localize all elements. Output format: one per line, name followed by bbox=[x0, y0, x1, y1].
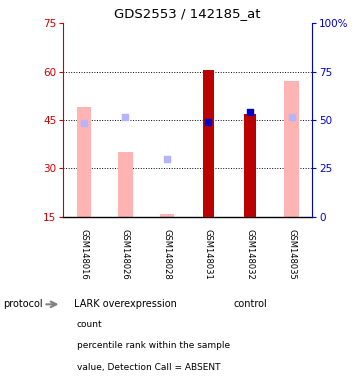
Text: GSM148031: GSM148031 bbox=[204, 229, 213, 280]
Point bbox=[122, 114, 129, 120]
Point bbox=[288, 114, 294, 120]
Text: GSM148028: GSM148028 bbox=[162, 229, 171, 280]
Title: GDS2553 / 142185_at: GDS2553 / 142185_at bbox=[114, 7, 261, 20]
Bar bbox=[244, 114, 256, 217]
Text: GSM148026: GSM148026 bbox=[121, 229, 130, 280]
Bar bbox=[284, 81, 299, 217]
Text: count: count bbox=[77, 320, 102, 329]
Text: percentile rank within the sample: percentile rank within the sample bbox=[77, 341, 230, 351]
Text: GSM148032: GSM148032 bbox=[245, 229, 255, 280]
Text: LARK overexpression: LARK overexpression bbox=[74, 299, 177, 310]
Point bbox=[164, 156, 170, 162]
Bar bbox=[203, 70, 214, 217]
Bar bbox=[118, 152, 133, 217]
Point bbox=[247, 109, 253, 115]
Text: GSM148035: GSM148035 bbox=[287, 229, 296, 280]
Point bbox=[81, 120, 87, 126]
Text: GSM148016: GSM148016 bbox=[79, 229, 88, 280]
Text: protocol: protocol bbox=[4, 299, 43, 310]
Text: value, Detection Call = ABSENT: value, Detection Call = ABSENT bbox=[77, 362, 220, 372]
Text: control: control bbox=[233, 299, 267, 310]
Point bbox=[205, 119, 211, 125]
Bar bbox=[77, 107, 91, 217]
Bar bbox=[160, 214, 174, 217]
